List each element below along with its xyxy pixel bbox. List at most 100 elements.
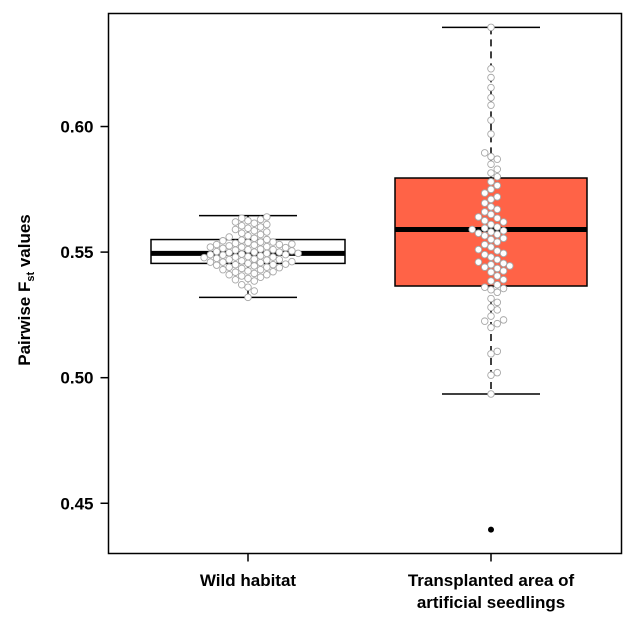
data-point (288, 240, 296, 248)
data-point (275, 255, 284, 264)
data-point (212, 261, 221, 269)
data-point (250, 234, 259, 243)
data-point (256, 238, 265, 246)
data-point (263, 242, 271, 251)
data-point (250, 241, 259, 249)
data-point (256, 252, 265, 260)
data-point (493, 298, 502, 307)
data-point (487, 253, 495, 261)
y-axis-title-suffix: values (15, 214, 34, 272)
data-point (480, 250, 489, 259)
data-point (506, 262, 514, 270)
data-point (474, 213, 483, 221)
data-point (269, 253, 277, 261)
data-point (219, 244, 227, 253)
data-point (269, 245, 277, 254)
data-point (480, 232, 489, 240)
data-point (487, 323, 495, 332)
data-point (493, 214, 502, 222)
data-point (480, 263, 489, 271)
data-point (225, 248, 233, 257)
data-point (237, 272, 246, 280)
data-point (250, 287, 259, 295)
data-point (231, 218, 240, 226)
data-point (493, 368, 502, 377)
data-point (487, 350, 495, 358)
data-point (263, 270, 271, 279)
data-point (244, 245, 252, 254)
y-axis: 0.45 0.50 0.55 0.60 (60, 118, 109, 513)
data-point (237, 229, 246, 238)
data-point (263, 235, 271, 244)
data-point (237, 243, 246, 251)
data-point (237, 221, 246, 230)
data-point (200, 253, 208, 262)
data-point (250, 277, 259, 285)
data-point (487, 312, 495, 320)
points-layer (200, 23, 514, 398)
data-point (244, 232, 252, 240)
x-tick-label: Transplanted area of (408, 571, 575, 590)
data-point (237, 214, 246, 222)
data-point (493, 288, 502, 297)
data-point (487, 160, 495, 168)
y-tick-label: 0.60 (60, 118, 93, 137)
data-point (493, 155, 502, 163)
data-point (493, 272, 502, 280)
data-point (263, 263, 271, 271)
plot-frame (107, 12, 623, 555)
data-point (237, 264, 246, 273)
data-point (263, 228, 271, 236)
data-point (219, 237, 227, 245)
data-point (237, 236, 246, 244)
data-point (487, 210, 495, 219)
data-point (487, 371, 495, 379)
data-point (493, 247, 502, 255)
data-point (499, 249, 508, 258)
data-point (244, 293, 252, 302)
data-point (499, 218, 508, 226)
data-point (256, 215, 265, 224)
data-point (487, 235, 495, 244)
data-point (263, 213, 271, 221)
data-point (231, 268, 240, 276)
data-point (244, 259, 252, 268)
data-point (263, 220, 271, 229)
data-point (487, 390, 495, 398)
data-point (480, 317, 489, 325)
data-point (487, 65, 495, 73)
data-point (480, 283, 489, 292)
data-point (480, 224, 489, 232)
data-point (499, 227, 508, 235)
data-point (244, 267, 252, 275)
data-point (263, 256, 271, 264)
data-point (244, 216, 252, 225)
data-point (493, 306, 502, 314)
data-point (487, 303, 495, 312)
data-point (219, 265, 227, 274)
data-point (480, 189, 489, 197)
data-point (225, 263, 233, 271)
data-point (256, 258, 265, 267)
data-point (288, 257, 296, 266)
data-point (256, 223, 265, 231)
x-tick-label: Wild habitat (200, 571, 297, 590)
data-point (487, 243, 495, 251)
data-point (487, 195, 495, 204)
data-point (487, 185, 495, 194)
data-point (480, 149, 489, 157)
data-point (269, 238, 277, 246)
data-point (256, 230, 265, 239)
data-point (212, 240, 221, 249)
data-point (480, 208, 489, 216)
data-point (493, 281, 502, 289)
data-point (250, 269, 259, 278)
data-point (493, 173, 502, 181)
data-point (487, 260, 495, 269)
x-tick-label: artificial seedlings (417, 593, 565, 612)
y-axis-title-subscript: st (25, 272, 37, 282)
data-point (480, 240, 489, 249)
data-point (487, 294, 495, 303)
data-point (206, 250, 215, 259)
